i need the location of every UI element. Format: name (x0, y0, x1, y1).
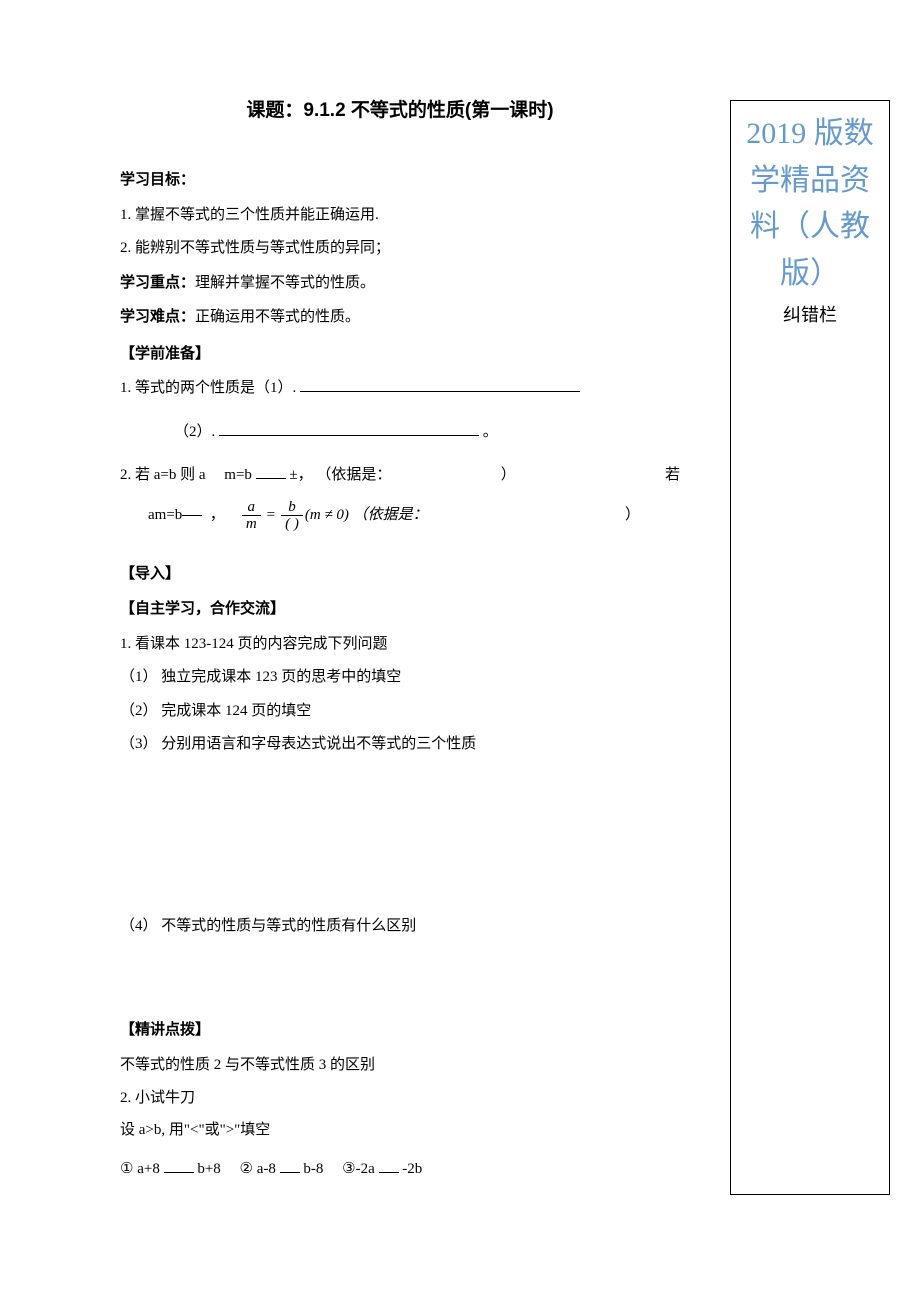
fraction-1: a m (242, 499, 261, 533)
sidebar-heading: 2019 版数学精品资料（人教版） (731, 101, 889, 301)
prep3-a: am=b (148, 503, 182, 529)
self-label: 【自主学习，合作交流】 (120, 596, 680, 622)
blank-line-2 (219, 435, 479, 436)
frac1-den: m (242, 515, 261, 533)
prep1-prefix: 1. 等式的两个性质是（1）. (120, 380, 296, 396)
prep2-d: ） (501, 463, 516, 489)
blank-ex3 (379, 1172, 399, 1173)
spacer-2 (120, 947, 680, 1007)
difficulty-row: 学习难点： 正确运用不等式的性质。 (120, 304, 680, 331)
focus-text: 理解并掌握不等式的性质。 (195, 271, 375, 297)
ex1-b: b+8 (197, 1161, 220, 1177)
ex1-a: ① a+8 (120, 1161, 160, 1177)
spacer-1 (120, 766, 680, 906)
objective-2: 2. 能辨别不等式性质与等式性质的异同； (120, 236, 680, 262)
frac1-num: a (242, 499, 261, 516)
page-title: 课题：9.1.2 不等式的性质(第一课时) (120, 95, 680, 127)
ex3-b: -2b (402, 1161, 422, 1177)
jj-line-3: 设 a>b, 用"<"或">"填空 (120, 1118, 680, 1144)
prep1-sub-label: （2）. (174, 424, 215, 440)
objective-1: 1. 掌握不等式的三个性质并能正确运用. (120, 203, 680, 229)
prep1-period: 。 (483, 424, 498, 440)
prep-1: 1. 等式的两个性质是（1）. (120, 376, 680, 402)
focus-row: 学习重点： 理解并掌握不等式的性质。 (120, 270, 680, 297)
prep2-a: 2. 若 a=b 则 a (120, 467, 206, 483)
self-item-1: （1） 独立完成课本 123 页的思考中的填空 (120, 665, 680, 691)
difficulty-text: 正确运用不等式的性质。 (195, 305, 360, 331)
prep2-c: ±， （依据是： (289, 467, 391, 483)
jj-line-2: 2. 小试牛刀 (120, 1086, 680, 1112)
blank-ex1 (164, 1172, 194, 1173)
jj-label: 【精讲点拨】 (120, 1017, 680, 1043)
frac2-num: b (281, 499, 303, 516)
prep3-tail: (m ≠ 0) （依据是： (305, 503, 428, 529)
blank-pm (256, 478, 286, 479)
prep-2: 2. 若 a=b 则 a m=b ±， （依据是： ） 若 (120, 463, 680, 489)
fraction-2: b ( ) (281, 499, 303, 533)
focus-label: 学习重点： (120, 270, 195, 296)
prep3-comma: ， (210, 503, 225, 529)
self-item-3: （3） 分别用语言和字母表达式说出不等式的三个性质 (120, 732, 680, 758)
self-item-2: （2） 完成课本 124 页的填空 (120, 699, 680, 725)
sidebar-sub: 纠错栏 (731, 301, 889, 327)
frac2-den: ( ) (281, 515, 303, 533)
ex3-a: ③-2a (342, 1161, 375, 1177)
self-1: 1. 看课本 123-124 页的内容完成下列问题 (120, 632, 680, 658)
difficulty-label: 学习难点： (120, 304, 195, 330)
ex2-b: b-8 (303, 1161, 323, 1177)
prep-3: am=b ， a m = b ( ) (m ≠ 0) （依据是： ） (120, 499, 680, 533)
prep-label: 【学前准备】 (120, 341, 680, 367)
prep2-b: m=b (224, 467, 252, 483)
blank-line-1 (300, 391, 580, 392)
sidebar: 2019 版数学精品资料（人教版） 纠错栏 (730, 100, 890, 1195)
prep3-close: ） (625, 503, 640, 529)
exercise-row: ① a+8 b+8 ② a-8 b-8 ③-2a -2b (120, 1157, 680, 1183)
main-content: 课题：9.1.2 不等式的性质(第一课时) 学习目标： 1. 掌握不等式的三个性… (120, 95, 680, 1191)
ex2-a: ② a-8 (240, 1161, 276, 1177)
eq-sign: = (267, 503, 275, 529)
intro-label: 【导入】 (120, 561, 680, 587)
blank-am (182, 515, 202, 516)
self-item-4: （4） 不等式的性质与等式的性质有什么区别 (120, 914, 680, 940)
objectives-label: 学习目标： (120, 167, 680, 193)
prep3-left: am=b ， a m = b ( ) (m ≠ 0) （依据是： (148, 499, 428, 533)
jj-line-1: 不等式的性质 2 与不等式性质 3 的区别 (120, 1053, 680, 1079)
prep2-left: 2. 若 a=b 则 a m=b ±， （依据是： (120, 463, 391, 489)
prep2-if: 若 (665, 463, 680, 489)
prep-1-sub: （2）. 。 (120, 420, 680, 446)
blank-ex2 (280, 1172, 300, 1173)
